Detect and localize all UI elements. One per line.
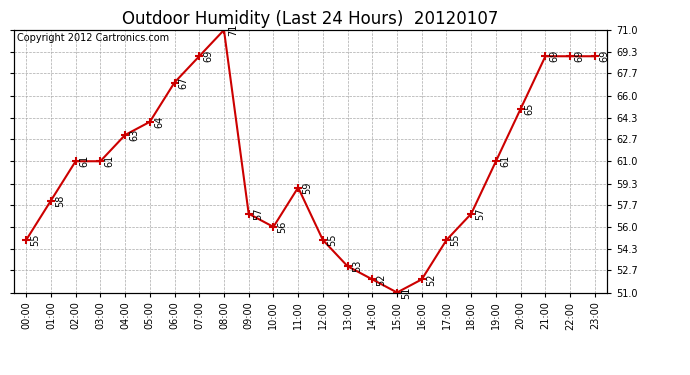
Text: 67: 67 <box>179 76 188 89</box>
Text: 51: 51 <box>401 286 411 299</box>
Text: 58: 58 <box>55 195 65 207</box>
Text: 69: 69 <box>204 50 213 62</box>
Text: 56: 56 <box>277 221 288 233</box>
Text: 55: 55 <box>327 234 337 246</box>
Text: 55: 55 <box>30 234 40 246</box>
Text: 71: 71 <box>228 24 238 36</box>
Text: 53: 53 <box>352 260 362 273</box>
Text: 57: 57 <box>475 207 485 220</box>
Text: 57: 57 <box>253 207 263 220</box>
Text: 59: 59 <box>302 182 313 194</box>
Text: 65: 65 <box>525 103 535 115</box>
Text: 63: 63 <box>129 129 139 141</box>
Title: Outdoor Humidity (Last 24 Hours)  20120107: Outdoor Humidity (Last 24 Hours) 2012010… <box>122 10 499 28</box>
Text: 61: 61 <box>500 155 510 167</box>
Text: 52: 52 <box>377 273 386 286</box>
Text: 61: 61 <box>104 155 115 167</box>
Text: Copyright 2012 Cartronics.com: Copyright 2012 Cartronics.com <box>17 33 169 43</box>
Text: 52: 52 <box>426 273 436 286</box>
Text: 61: 61 <box>80 155 90 167</box>
Text: 69: 69 <box>599 50 609 62</box>
Text: 64: 64 <box>154 116 164 128</box>
Text: 69: 69 <box>549 50 560 62</box>
Text: 55: 55 <box>451 234 461 246</box>
Text: 69: 69 <box>574 50 584 62</box>
